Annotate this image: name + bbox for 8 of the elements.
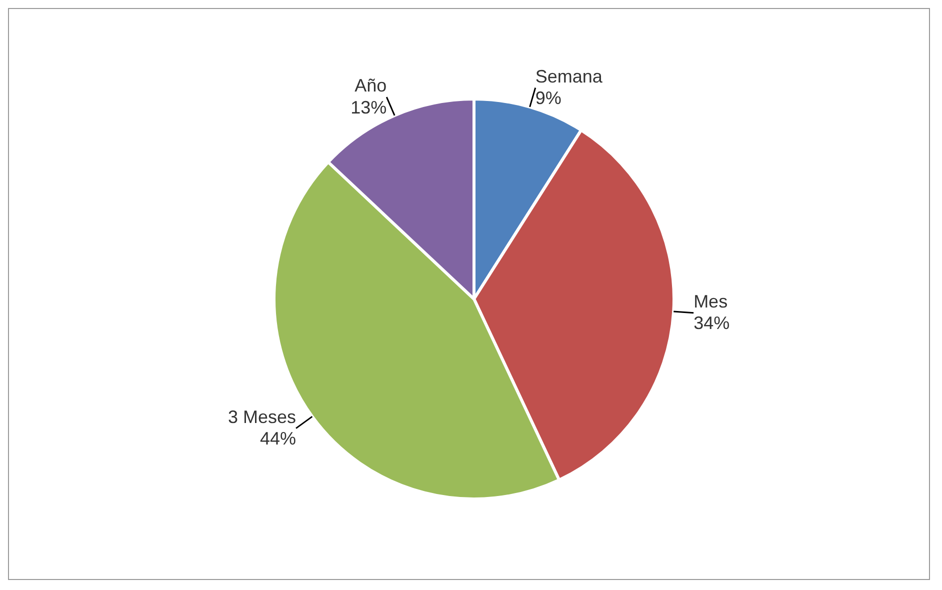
slice-label: Semana — [535, 66, 604, 86]
data-label: 13% — [350, 97, 387, 118]
slice-label: Mes — [694, 291, 728, 312]
data-label: 44% — [260, 428, 296, 449]
data-label: 9% — [535, 88, 562, 108]
data-label: 34% — [694, 313, 730, 334]
slice-label: 3 Meses — [228, 406, 296, 427]
slice-label: Año — [354, 76, 387, 96]
